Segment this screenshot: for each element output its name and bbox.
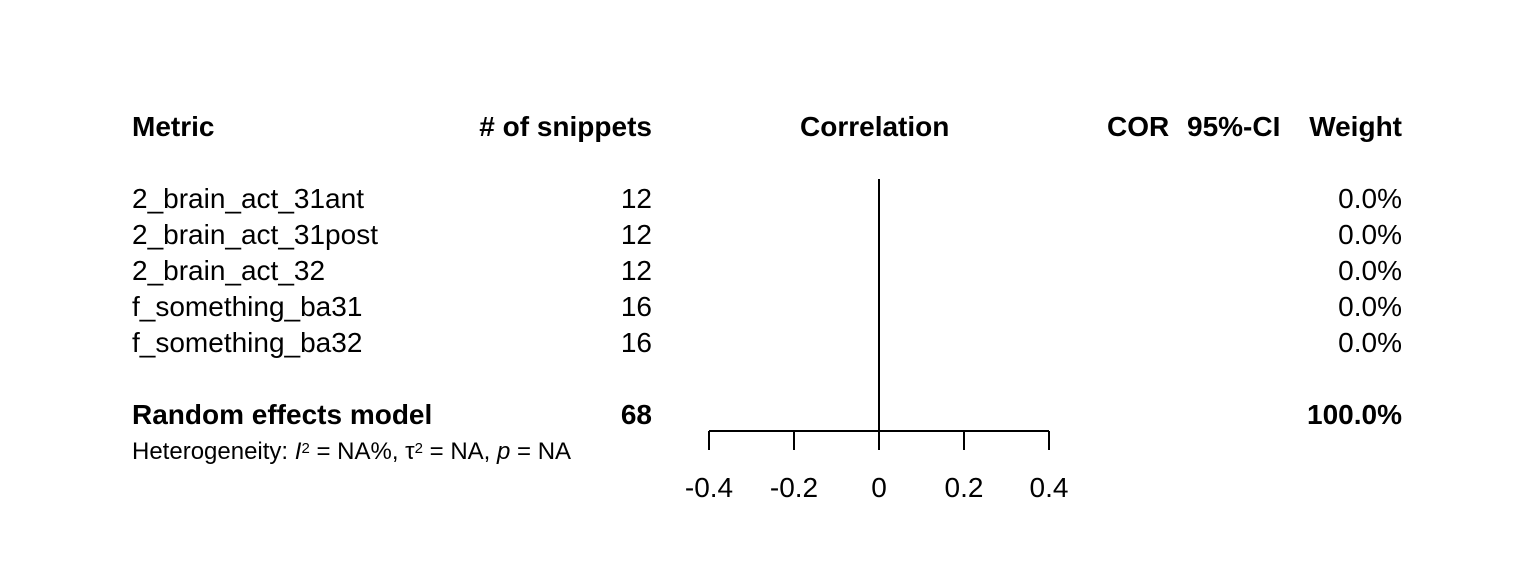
summary-snippets: 68 xyxy=(620,399,652,430)
het-p-label: p xyxy=(497,438,511,465)
x-tick-label: 0 xyxy=(871,472,887,503)
x-tick-label: 0.4 xyxy=(1030,472,1069,503)
ci-header: 95%-CI xyxy=(1187,111,1281,142)
x-tick-label: -0.4 xyxy=(685,472,733,503)
het-p-value: = NA xyxy=(510,438,572,465)
het-i2-value: = NA%, xyxy=(309,438,406,465)
het-tau-value: = NA, xyxy=(422,438,498,465)
het-i2-label: I xyxy=(294,438,302,465)
study-snippets: 12 xyxy=(620,255,652,286)
weight-header: Weight xyxy=(1309,111,1402,142)
heterogeneity-text: Heterogeneity: I2 = NA%, τ2 = NA, p = NA xyxy=(132,436,571,468)
study-snippets: 16 xyxy=(620,291,652,322)
x-tick-label: 0.2 xyxy=(945,472,984,503)
study-snippets: 12 xyxy=(620,219,652,250)
study-weight: 0.0% xyxy=(1338,219,1402,250)
metric-header: Metric xyxy=(132,111,215,142)
study-weight: 0.0% xyxy=(1338,183,1402,214)
study-weight: 0.0% xyxy=(1338,327,1402,358)
cor-header: COR xyxy=(1107,111,1170,142)
study-metric: f_something_ba31 xyxy=(132,291,363,322)
study-metric: 2_brain_act_31post xyxy=(132,219,378,250)
study-snippets: 12 xyxy=(620,183,652,214)
correlation-header: Correlation xyxy=(800,111,950,142)
study-metric: 2_brain_act_32 xyxy=(132,255,326,286)
het-tau-label: τ xyxy=(405,438,415,465)
het-tau-sup: 2 xyxy=(414,440,423,457)
study-weight: 0.0% xyxy=(1338,291,1402,322)
study-snippets: 16 xyxy=(620,327,652,358)
summary-label: Random effects model xyxy=(132,399,433,430)
het-prefix: Heterogeneity: xyxy=(132,438,295,465)
study-metric: 2_brain_act_31ant xyxy=(132,183,364,214)
snippets-header: # of snippets xyxy=(479,111,652,142)
summary-weight: 100.0% xyxy=(1307,399,1402,430)
study-weight: 0.0% xyxy=(1338,255,1402,286)
het-i2-sup: 2 xyxy=(301,440,310,457)
x-tick-label: -0.2 xyxy=(770,472,818,503)
study-metric: f_something_ba32 xyxy=(132,327,363,358)
